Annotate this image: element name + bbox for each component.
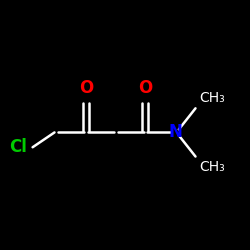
Text: O: O [138, 79, 152, 97]
Text: N: N [168, 124, 182, 142]
Text: CH₃: CH₃ [199, 160, 225, 174]
Text: Cl: Cl [9, 138, 27, 156]
Text: CH₃: CH₃ [199, 90, 225, 104]
Text: O: O [79, 79, 93, 97]
